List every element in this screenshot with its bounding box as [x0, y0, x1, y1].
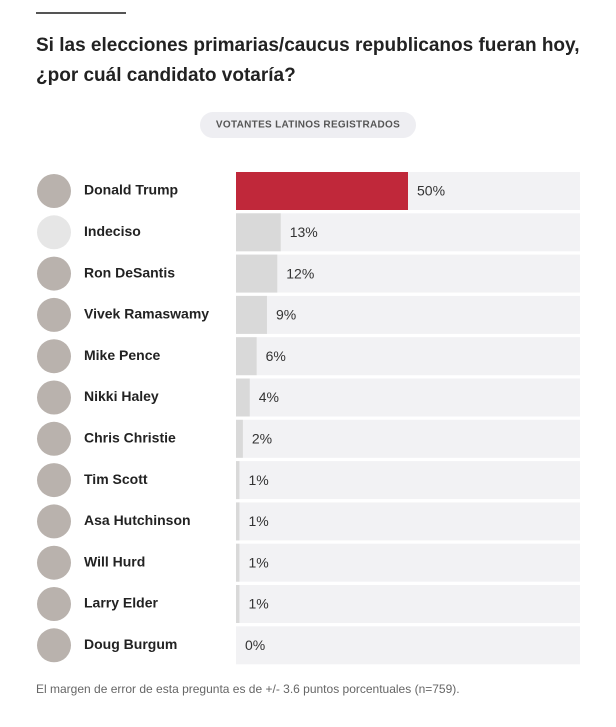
bar-track	[236, 626, 580, 665]
value-label: 0%	[245, 637, 265, 653]
category-label: Indeciso	[84, 223, 141, 239]
value-label: 1%	[248, 596, 268, 612]
category-label: Mike Pence	[84, 347, 160, 363]
bar	[236, 172, 408, 210]
value-label: 13%	[290, 224, 318, 240]
value-label: 1%	[248, 513, 268, 529]
category-label: Donald Trump	[84, 182, 178, 198]
bar-track	[236, 461, 580, 500]
category-label: Doug Burgum	[84, 636, 177, 652]
avatar	[37, 504, 71, 539]
top-rule	[36, 12, 126, 14]
bar-track	[236, 295, 580, 334]
bar	[236, 543, 240, 582]
avatar	[37, 421, 71, 456]
bar-track	[236, 213, 580, 252]
avatar	[37, 545, 71, 580]
bar	[236, 419, 243, 458]
value-label: 4%	[259, 389, 279, 405]
avatar	[37, 215, 71, 250]
value-label: 1%	[248, 554, 268, 570]
avatar	[37, 628, 71, 663]
chart-title: ¿por cuál candidato votaría?	[36, 65, 296, 86]
avatar	[37, 380, 71, 415]
bar	[236, 213, 281, 252]
avatar	[37, 587, 71, 621]
subtitle-pill	[200, 112, 416, 138]
category-label: Larry Elder	[84, 595, 158, 611]
category-label: Tim Scott	[84, 471, 148, 487]
value-label: 6%	[266, 348, 286, 364]
avatar	[37, 256, 71, 291]
category-label: Will Hurd	[84, 553, 145, 569]
avatar	[37, 339, 71, 374]
category-label: Ron DeSantis	[84, 264, 175, 280]
category-label: Vivek Ramaswamy	[84, 306, 209, 322]
footnote: El margen de error de esta pregunta es d…	[36, 682, 460, 696]
bar-track	[236, 254, 580, 293]
value-label: 1%	[248, 472, 268, 488]
bar	[236, 254, 278, 293]
value-label: 50%	[417, 183, 445, 199]
bar-track	[236, 419, 580, 458]
bar-track	[236, 337, 580, 376]
bar-track	[236, 543, 580, 582]
avatar	[37, 463, 71, 498]
value-label: 2%	[252, 431, 272, 447]
bar	[236, 461, 240, 500]
bar	[236, 585, 240, 623]
bar-track	[236, 585, 580, 623]
bar	[236, 295, 267, 334]
category-label: Nikki Haley	[84, 388, 159, 404]
bar	[236, 378, 250, 417]
category-label: Asa Hutchinson	[84, 512, 191, 528]
avatar	[37, 297, 71, 332]
bar	[236, 502, 240, 541]
subtitle: VOTANTES LATINOS REGISTRADOS	[216, 120, 400, 131]
category-label: Chris Christie	[84, 430, 176, 446]
value-label: 12%	[286, 265, 314, 281]
bar-track	[236, 502, 580, 541]
bar	[236, 337, 257, 376]
bar-track	[236, 378, 580, 417]
chart-title: Si las elecciones primarias/caucus repub…	[36, 35, 579, 56]
value-label: 9%	[276, 307, 296, 323]
avatar	[37, 174, 71, 208]
